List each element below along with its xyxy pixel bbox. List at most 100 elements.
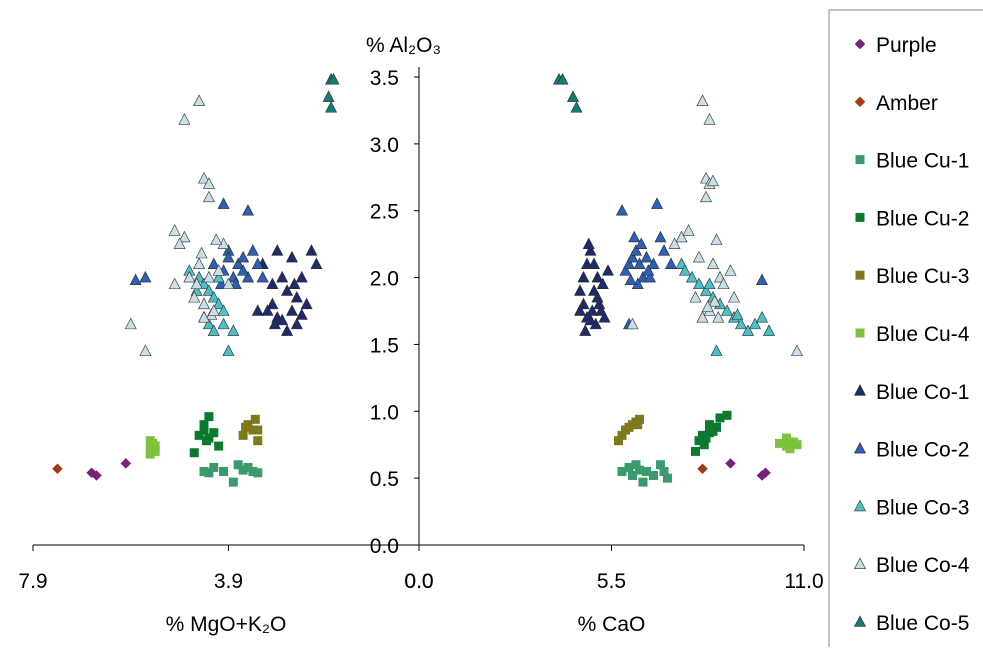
data-point	[281, 284, 294, 296]
series-blue-cu-4	[775, 433, 802, 454]
data-point	[194, 430, 204, 440]
data-point	[701, 433, 711, 443]
data-point	[619, 264, 632, 276]
data-point	[570, 101, 583, 113]
panel-left: 7.9 3.9 0.0 % MgO+K₂O	[18, 73, 434, 636]
series-blue-co-1	[251, 244, 323, 336]
data-point	[238, 465, 248, 475]
data-point	[276, 313, 289, 326]
data-point	[710, 344, 723, 356]
legend-marker	[855, 212, 865, 222]
data-point	[628, 230, 641, 243]
data-point	[268, 317, 281, 330]
data-point	[635, 465, 644, 475]
series-blue-cu-3	[614, 414, 644, 446]
data-point	[742, 324, 754, 336]
data-point	[322, 90, 335, 102]
data-point	[689, 290, 702, 303]
data-point	[219, 466, 229, 476]
data-point	[237, 264, 250, 276]
data-point	[658, 244, 670, 256]
y-tick-label: 3.0	[370, 134, 399, 157]
series-blue-co-5	[553, 73, 583, 113]
data-point	[207, 304, 220, 316]
data-point	[310, 257, 323, 270]
data-point	[626, 250, 639, 263]
data-point	[644, 270, 656, 283]
y-tick-label: 0.0	[370, 535, 399, 558]
data-point	[145, 444, 155, 454]
data-point	[202, 317, 215, 330]
series-blue-co-1	[574, 237, 614, 336]
data-point	[212, 270, 225, 283]
data-point	[241, 204, 254, 216]
data-point	[276, 270, 289, 283]
legend-label: Blue Co-5	[876, 612, 969, 635]
data-point	[145, 449, 155, 459]
data-point	[212, 264, 225, 276]
data-point	[202, 190, 215, 203]
data-point	[693, 250, 705, 263]
series-blue-co-2	[129, 197, 269, 290]
data-point	[654, 230, 667, 243]
data-point	[120, 458, 132, 469]
data-point	[325, 101, 338, 113]
data-point	[173, 237, 186, 249]
data-point	[222, 250, 235, 263]
data-point	[222, 344, 235, 356]
legend-label: Purple	[876, 34, 937, 57]
data-point	[266, 277, 279, 290]
data-point	[198, 311, 211, 323]
data-point	[686, 270, 698, 283]
data-point	[696, 94, 709, 106]
data-point	[217, 317, 230, 330]
data-point	[227, 324, 240, 336]
data-point	[124, 317, 137, 330]
data-point	[215, 277, 228, 290]
data-point	[305, 244, 318, 256]
data-point	[199, 466, 209, 476]
x-tick-label: 0.0	[404, 570, 433, 593]
data-point	[228, 477, 238, 487]
data-point	[656, 460, 665, 470]
y-tick-label: 2.5	[370, 201, 399, 224]
data-point	[694, 436, 704, 446]
data-point	[288, 277, 301, 290]
data-point	[148, 438, 158, 448]
data-point	[251, 304, 264, 316]
data-point	[756, 273, 768, 286]
data-point	[775, 438, 784, 448]
data-point	[253, 436, 263, 446]
data-point	[295, 270, 308, 283]
data-point	[782, 433, 791, 443]
data-point	[591, 270, 604, 283]
legend-label: Blue Co-2	[876, 439, 969, 462]
legend-marker	[854, 441, 866, 454]
legend-marker	[854, 499, 866, 512]
data-point	[640, 250, 653, 263]
series-amber	[697, 463, 708, 475]
data-point	[207, 290, 220, 303]
data-point	[715, 413, 725, 423]
series-blue-co-4	[124, 94, 235, 356]
data-point	[577, 297, 590, 310]
x-axis-label-right: % CaO	[578, 613, 646, 636]
legend: Purple Amber Blue Cu-1 Blue Cu-2 Blue Cu-3 Bl…	[828, 9, 983, 651]
data-point	[588, 257, 600, 270]
data-point	[582, 237, 595, 249]
series-blue-cu-2	[691, 410, 732, 456]
data-point	[707, 174, 719, 187]
data-point	[232, 257, 245, 270]
data-point	[195, 246, 208, 259]
data-point	[710, 233, 723, 245]
data-point	[584, 244, 597, 256]
data-point	[202, 177, 215, 189]
data-point	[712, 422, 721, 432]
legend-marker	[855, 270, 865, 280]
series-blue-co-3	[675, 257, 775, 356]
y-axis-label: % Al₂O₃	[366, 34, 441, 57]
data-point	[198, 171, 211, 184]
data-point	[703, 113, 716, 125]
data-point	[691, 446, 700, 456]
